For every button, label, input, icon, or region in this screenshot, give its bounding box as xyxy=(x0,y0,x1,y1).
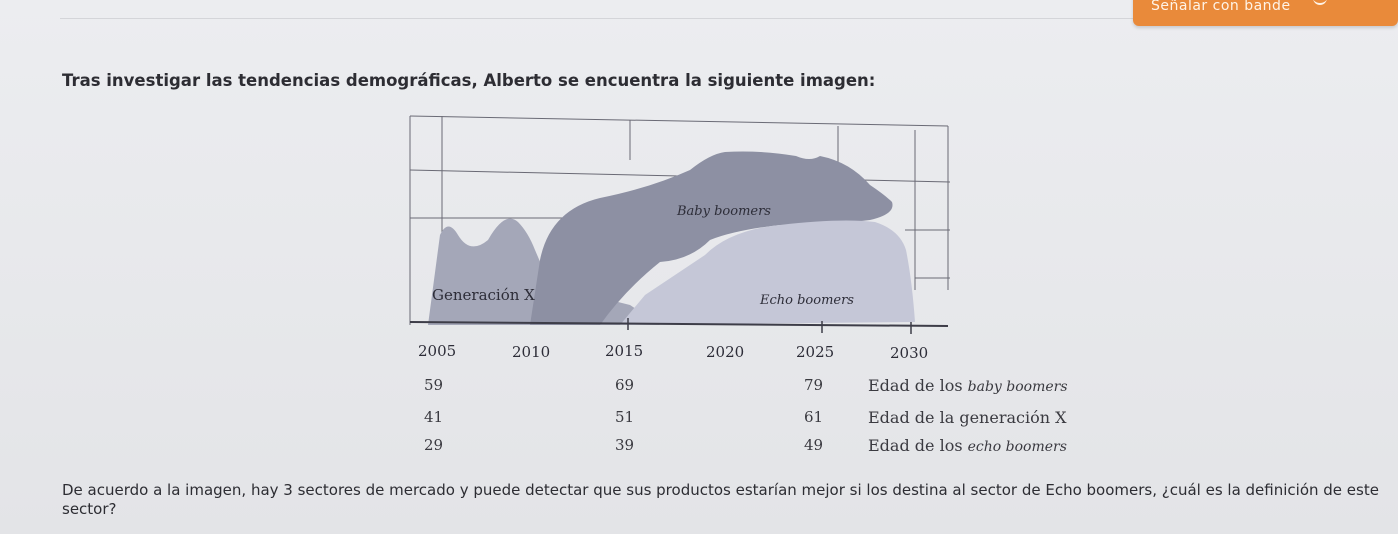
age-value: 61 xyxy=(804,408,824,426)
age-row-label: Edad de los echo boomers xyxy=(868,436,1067,455)
age-row-baby-boomers: 59 69 79 Edad de los baby boomers xyxy=(420,376,1120,400)
echo-boomers-label: Echo boomers xyxy=(759,293,854,308)
baby-boomers-label: Baby boomers xyxy=(676,204,771,219)
demographics-chart: Baby boomers Generación X Echo boomers 2… xyxy=(409,115,951,362)
year-label: 2030 xyxy=(890,344,928,362)
x-axis xyxy=(409,321,949,327)
age-value: 69 xyxy=(615,376,635,394)
year-label: 2010 xyxy=(512,343,550,361)
generation-x-label: Generación X xyxy=(432,286,535,304)
year-labels: 2005 2010 2015 2020 2025 2030 xyxy=(418,342,928,362)
highlighter-icon xyxy=(1313,0,1327,5)
year-label: 2025 xyxy=(796,343,834,361)
question-text: De acuerdo a la imagen, hay 3 sectores d… xyxy=(62,481,1379,518)
year-label: 2005 xyxy=(418,342,456,360)
year-label: 2020 xyxy=(706,343,744,361)
age-value: 51 xyxy=(615,408,635,426)
echo-area xyxy=(620,220,915,325)
baby-area xyxy=(530,151,893,325)
age-value: 29 xyxy=(424,436,444,454)
highlight-button-label: Señalar con bande xyxy=(1151,0,1291,14)
age-row-label: Edad de la generación X xyxy=(868,408,1067,427)
year-label: 2015 xyxy=(605,342,643,360)
age-value: 59 xyxy=(424,376,444,394)
age-row-label-italic: baby boomers xyxy=(967,379,1068,395)
age-value: 39 xyxy=(615,436,635,454)
age-row-label: Edad de los baby boomers xyxy=(868,376,1068,395)
age-value: 49 xyxy=(804,436,824,454)
age-row-label-text: Edad de los xyxy=(868,376,968,395)
demographics-figure: Baby boomers Generación X Echo boomers 2… xyxy=(400,90,1100,470)
age-row-label-italic: echo boomers xyxy=(967,439,1067,455)
highlight-button[interactable]: Señalar con bande xyxy=(1133,0,1398,26)
age-row-echo-boomers: 29 39 49 Edad de los echo boomers xyxy=(420,436,1120,460)
age-value: 79 xyxy=(804,376,824,394)
age-value: 41 xyxy=(424,408,444,426)
age-row-label-text: Edad de los xyxy=(868,436,968,455)
age-row-generation-x: 41 51 61 Edad de la generación X xyxy=(420,408,1120,432)
age-row-label-text: Edad de la generación X xyxy=(868,408,1067,427)
question-intro: Tras investigar las tendencias demográfi… xyxy=(62,71,876,90)
page-divider xyxy=(60,18,1398,19)
